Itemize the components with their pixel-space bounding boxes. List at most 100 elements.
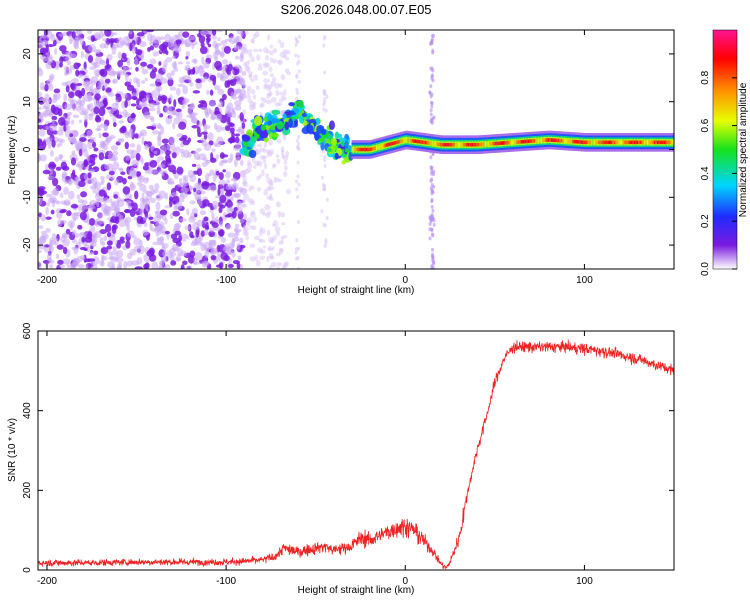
fade-blob-2006 bbox=[277, 83, 283, 88]
fade-blob-1943 bbox=[248, 53, 253, 58]
noise-blob-1598 bbox=[157, 163, 165, 169]
fade-blob-1959 bbox=[280, 239, 284, 245]
noise-blob-1259 bbox=[38, 261, 42, 269]
noise-blob-555 bbox=[66, 60, 72, 66]
noise-blob-1223 bbox=[234, 223, 240, 229]
noise-blob-1780 bbox=[236, 262, 241, 269]
fade-blob-2050 bbox=[265, 173, 270, 179]
noise-blob-1559 bbox=[221, 93, 227, 101]
stripe-blob-2168 bbox=[431, 208, 435, 213]
band-segment-2829 bbox=[447, 142, 450, 147]
fade-blob-1940 bbox=[244, 230, 250, 237]
noise-blob-1408 bbox=[149, 107, 156, 112]
noise-blob-717 bbox=[100, 115, 105, 121]
noise-blob-806 bbox=[92, 256, 100, 266]
band-segment-2674 bbox=[403, 138, 406, 143]
noise-blob-469 bbox=[199, 210, 207, 216]
noise-blob-1021 bbox=[151, 90, 158, 98]
fade-blob-1814 bbox=[276, 261, 282, 267]
noise-blob-1602 bbox=[207, 132, 214, 141]
noise-blob-741 bbox=[226, 179, 231, 184]
band-segment-3614 bbox=[672, 140, 674, 145]
noise-blob-1636 bbox=[165, 57, 173, 63]
stripe-blob-2063 bbox=[295, 75, 299, 80]
band-segment-3044 bbox=[509, 140, 512, 145]
noise-blob-1312 bbox=[181, 238, 187, 242]
noise-blob-987 bbox=[230, 177, 238, 182]
noise-blob-943 bbox=[227, 157, 233, 164]
noise-blob-1070 bbox=[193, 58, 198, 64]
fade-blob-1835 bbox=[269, 57, 274, 63]
noise-blob-1418 bbox=[213, 204, 217, 209]
noise-blob-1556 bbox=[98, 152, 105, 161]
fade-blob-1909 bbox=[268, 140, 273, 146]
noise-blob-1702 bbox=[48, 259, 55, 264]
noise-blob-903 bbox=[185, 56, 189, 60]
noise-blob-1501 bbox=[64, 103, 73, 111]
noise-blob-1045 bbox=[217, 37, 221, 42]
noise-blob-1417 bbox=[92, 61, 100, 69]
band-segment-3104 bbox=[526, 139, 529, 144]
snr-y-tick-label-2: 400 bbox=[22, 402, 33, 419]
noise-blob-1524 bbox=[95, 73, 100, 78]
noise-blob-1548 bbox=[134, 57, 139, 66]
snr-frame bbox=[37, 330, 675, 571]
noise-blob-1428 bbox=[59, 210, 66, 214]
band-segment-2684 bbox=[405, 138, 409, 142]
stripe-blob-2137 bbox=[322, 91, 326, 96]
noise-blob-1757 bbox=[225, 224, 232, 230]
noise-blob-1571 bbox=[231, 210, 237, 219]
noise-blob-587 bbox=[45, 216, 52, 220]
band-segment-3474 bbox=[632, 140, 635, 145]
fade-blob-1811 bbox=[276, 138, 282, 144]
noise-blob-274 bbox=[186, 208, 190, 216]
noise-blob-445 bbox=[167, 78, 174, 87]
band-segment-2949 bbox=[481, 142, 484, 147]
noise-blob-429 bbox=[111, 250, 119, 256]
noise-blob-1411 bbox=[41, 35, 47, 39]
noise-blob-1362 bbox=[109, 198, 113, 204]
noise-blob-1410 bbox=[201, 180, 210, 190]
noise-blob-59 bbox=[76, 105, 82, 112]
noise-blob-1086 bbox=[112, 150, 119, 156]
noise-blob-1569 bbox=[44, 83, 49, 92]
noise-blob-1727 bbox=[73, 245, 79, 255]
stripe-blob-2224 bbox=[429, 219, 433, 224]
noise-blob-1383 bbox=[135, 171, 142, 177]
noise-blob-1389 bbox=[66, 111, 73, 116]
band-segment-2589 bbox=[378, 145, 381, 149]
noise-blob-786 bbox=[233, 192, 241, 199]
noise-blob-1754 bbox=[211, 30, 217, 36]
band-segment-3024 bbox=[503, 141, 506, 145]
band-segment-3279 bbox=[576, 140, 579, 144]
noise-blob-901 bbox=[114, 178, 119, 186]
fade-blob-2059 bbox=[246, 167, 252, 173]
band-segment-2754 bbox=[426, 140, 429, 145]
band-segment-3324 bbox=[589, 140, 592, 145]
burst-blob-2484 bbox=[330, 137, 337, 146]
band-segment-3079 bbox=[519, 140, 522, 144]
band-segment-2759 bbox=[427, 141, 430, 145]
band-segment-3139 bbox=[536, 138, 539, 143]
noise-blob-75 bbox=[181, 104, 185, 109]
stripe-blob-2178 bbox=[430, 247, 434, 252]
noise-blob-1394 bbox=[79, 37, 84, 46]
noise-blob-1249 bbox=[38, 112, 47, 117]
noise-blob-942 bbox=[98, 132, 102, 139]
noise-blob-541 bbox=[172, 122, 176, 130]
noise-blob-1181 bbox=[157, 87, 161, 96]
noise-blob-1555 bbox=[171, 109, 178, 115]
fade-blob-1993 bbox=[266, 177, 273, 184]
noise-blob-1295 bbox=[209, 99, 216, 108]
noise-blob-1217 bbox=[140, 91, 147, 96]
stripe-blob-2138 bbox=[323, 155, 327, 160]
noise-blob-1299 bbox=[98, 189, 106, 197]
band-segment-3589 bbox=[665, 140, 668, 145]
noise-blob-178 bbox=[83, 61, 87, 70]
noise-blob-258 bbox=[62, 258, 71, 265]
band-segment-2539 bbox=[364, 147, 367, 152]
stripe-blob-2080 bbox=[294, 247, 298, 252]
band-segment-3244 bbox=[566, 139, 569, 143]
noise-blob-1743 bbox=[93, 106, 100, 115]
noise-blob-1753 bbox=[42, 169, 51, 175]
